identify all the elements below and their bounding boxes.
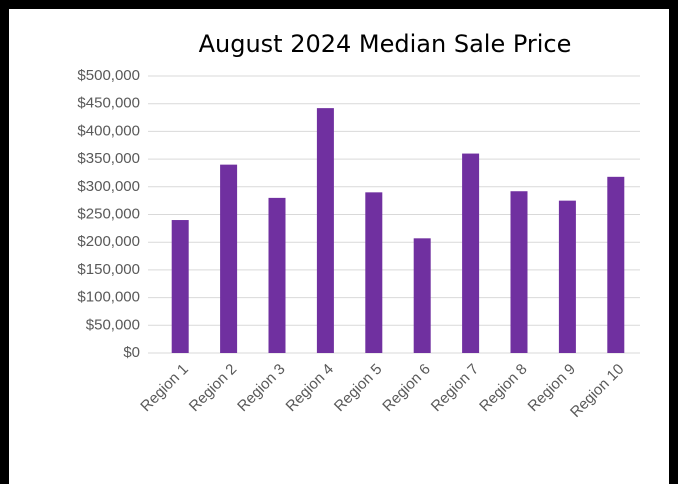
bar (268, 197, 286, 353)
y-tick-label: $200,000 (77, 233, 140, 250)
x-tick-label: Region 5 (331, 361, 385, 415)
chart-title: August 2024 Median Sale Price (199, 30, 572, 58)
bar (413, 238, 431, 353)
bar (558, 200, 576, 353)
x-tick-label: Region 10 (567, 361, 627, 421)
y-tick-label: $150,000 (77, 261, 140, 278)
y-tick-label: $0 (123, 344, 140, 361)
x-tick-label: Region 8 (476, 361, 530, 415)
y-tick-label: $500,000 (77, 67, 140, 84)
x-tick-label: Region 1 (137, 361, 191, 415)
x-tick-label: Region 4 (283, 361, 337, 415)
bar (607, 176, 625, 353)
y-tick-label: $350,000 (77, 150, 140, 167)
y-tick-label: $300,000 (77, 178, 140, 195)
x-tick-label: Region 7 (428, 361, 482, 415)
bar (316, 108, 334, 353)
y-tick-label: $400,000 (77, 122, 140, 139)
bar (220, 164, 238, 353)
x-tick-label: Region 3 (234, 361, 288, 415)
y-tick-label: $50,000 (86, 316, 140, 333)
y-tick-label: $450,000 (77, 95, 140, 112)
x-tick-label: Region 2 (186, 361, 240, 415)
x-tick-label: Region 6 (379, 361, 433, 415)
y-tick-label: $100,000 (77, 289, 140, 306)
y-tick-label: $250,000 (77, 205, 140, 222)
bar (510, 191, 528, 353)
bar (462, 153, 480, 353)
bar (171, 220, 189, 353)
bar (365, 192, 383, 353)
